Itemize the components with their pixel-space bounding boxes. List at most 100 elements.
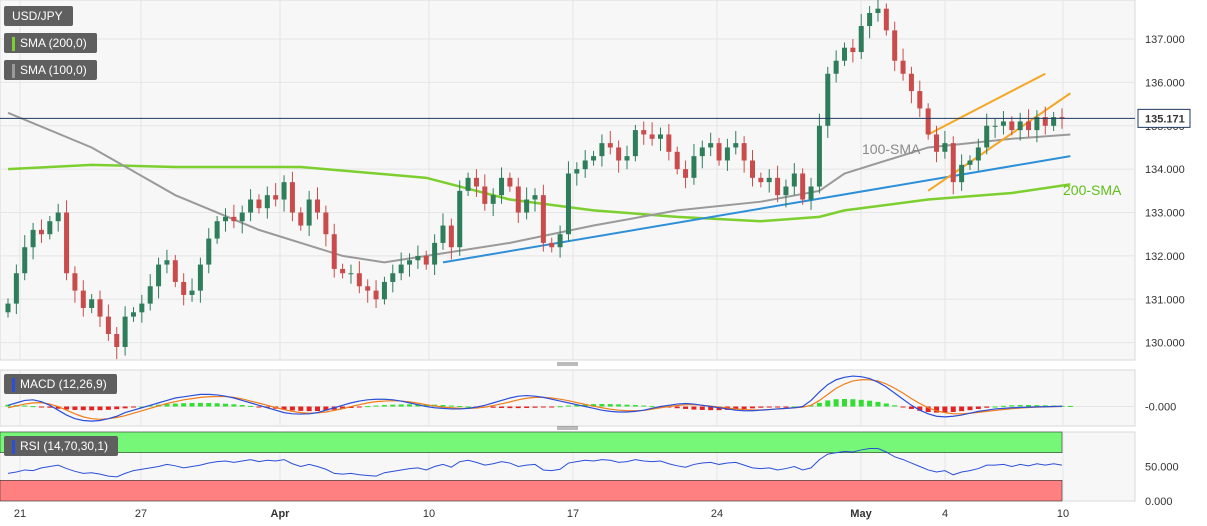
candle-body[interactable] [934,134,940,152]
candle-body[interactable] [323,212,329,235]
candle-body[interactable] [72,273,78,291]
candle-body[interactable] [766,177,772,183]
candle-body[interactable] [892,30,898,61]
candle-body[interactable] [465,177,471,191]
candle-body[interactable] [775,177,781,196]
candle-body[interactable] [699,147,705,157]
candle-body[interactable] [105,316,111,334]
candle-body[interactable] [507,177,513,187]
candle-body[interactable] [122,316,128,347]
candle-body[interactable] [13,273,19,304]
candle-body[interactable] [197,264,203,291]
candle-body[interactable] [47,221,53,235]
candle-body[interactable] [1059,117,1065,119]
legend-usdjpy[interactable]: USD/JPY [4,6,73,26]
candle-body[interactable] [724,147,730,161]
candle-body[interactable] [632,130,638,157]
candle-body[interactable] [992,125,998,127]
candle-body[interactable] [30,229,36,248]
candle-body[interactable] [248,199,254,213]
candle-body[interactable] [1017,121,1023,131]
candle-body[interactable] [340,268,346,274]
candle-body[interactable] [214,221,220,239]
candle-body[interactable] [749,160,755,178]
candle-body[interactable] [867,13,873,27]
candle-body[interactable] [959,164,965,183]
candle-body[interactable] [256,199,262,209]
candle-body[interactable] [114,333,120,347]
candle-body[interactable] [139,303,145,313]
candle-body[interactable] [22,247,28,274]
candle-body[interactable] [925,108,931,135]
candle-body[interactable] [356,273,362,287]
candle-body[interactable] [908,73,914,92]
candle-body[interactable] [842,47,848,61]
candle-body[interactable] [825,73,831,126]
candle-body[interactable] [607,143,613,148]
candle-body[interactable] [741,143,747,161]
candle-body[interactable] [808,186,814,200]
legend-sma200[interactable]: SMA (200,0) [4,33,97,53]
candle-body[interactable] [984,125,990,148]
candle-body[interactable] [950,143,956,183]
candle-body[interactable] [666,134,672,152]
candle-body[interactable] [942,143,948,152]
candle-body[interactable] [833,60,839,74]
candle-body[interactable] [800,173,806,200]
candle-body[interactable] [708,143,714,148]
candle-body[interactable] [156,264,162,287]
candle-body[interactable] [440,225,446,243]
candle-body[interactable] [1009,121,1015,131]
candle-body[interactable] [298,212,304,226]
candle-body[interactable] [649,134,655,139]
candle-body[interactable] [181,281,187,295]
candle-body[interactable] [306,199,312,226]
candle-body[interactable] [231,216,237,222]
candle-body[interactable] [683,169,689,178]
candle-body[interactable] [390,273,396,282]
candle-body[interactable] [432,242,438,265]
candle-body[interactable] [1026,121,1032,131]
candle-body[interactable] [348,273,354,275]
candle-body[interactable] [331,234,337,269]
legend-sma100[interactable]: SMA (100,0) [4,60,97,80]
candle-body[interactable] [515,186,521,213]
candle-body[interactable] [315,199,321,213]
candle-body[interactable] [273,195,279,200]
candle-body[interactable] [674,151,680,170]
candle-body[interactable] [381,281,387,300]
candle-body[interactable] [883,8,889,31]
candle-body[interactable] [557,234,563,248]
candle-body[interactable] [373,290,379,300]
candle-body[interactable] [1034,117,1040,131]
candle-body[interactable] [239,212,245,222]
candle-body[interactable] [582,160,588,170]
candle-body[interactable] [967,160,973,165]
candle-body[interactable] [89,299,95,308]
candle-body[interactable] [1051,117,1057,126]
candle-body[interactable] [365,286,371,291]
candle-body[interactable] [281,182,287,200]
candle-body[interactable] [574,169,580,174]
candle-body[interactable] [532,195,538,200]
candle-body[interactable] [875,8,881,14]
candle-body[interactable] [1000,121,1006,126]
candle-body[interactable] [5,303,11,313]
candle-body[interactable] [691,156,697,178]
candle-body[interactable] [55,212,61,222]
candle-body[interactable] [816,125,822,187]
candle-body[interactable] [733,143,739,148]
candle-body[interactable] [415,255,421,261]
rsi-label-badge[interactable]: RSI (14,70,30,1) [4,436,119,456]
candle-body[interactable] [172,260,178,282]
candle-body[interactable] [147,286,153,304]
candle-body[interactable] [206,238,212,265]
candle-body[interactable] [164,260,170,265]
candle-body[interactable] [407,260,413,265]
candle-body[interactable] [657,134,663,139]
candle-body[interactable] [975,147,981,161]
candle-body[interactable] [791,173,797,187]
candle-body[interactable] [97,299,103,317]
candle-body[interactable] [641,130,647,135]
candle-body[interactable] [524,199,530,213]
